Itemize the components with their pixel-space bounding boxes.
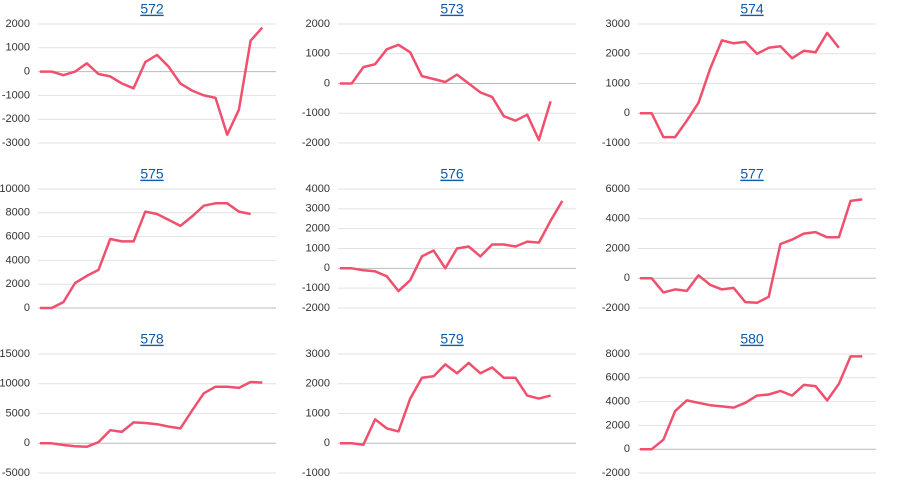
y-tick-label: 8000 bbox=[606, 348, 630, 360]
y-tick-label: 6000 bbox=[606, 372, 630, 384]
data-line bbox=[340, 361, 551, 446]
y-tick-label: 0 bbox=[624, 272, 630, 284]
y-tick-label: 0 bbox=[324, 77, 330, 89]
y-tick-label: -1000 bbox=[602, 137, 630, 149]
chart-title[interactable]: 580 bbox=[740, 331, 764, 347]
data-line bbox=[640, 198, 863, 305]
y-tick-label: 0 bbox=[24, 66, 30, 78]
y-tick-label: 6000 bbox=[606, 183, 630, 195]
y-tick-label: 2000 bbox=[306, 223, 330, 235]
y-tick-label: 10000 bbox=[0, 183, 30, 195]
y-tick-label: 2000 bbox=[306, 378, 330, 390]
y-tick-label: -1000 bbox=[2, 89, 30, 101]
data-line bbox=[340, 200, 564, 293]
y-tick-label: 6000 bbox=[6, 231, 30, 243]
y-tick-label: 15000 bbox=[0, 348, 30, 360]
y-tick-label: 2000 bbox=[606, 242, 630, 254]
chart-title[interactable]: 577 bbox=[740, 166, 764, 182]
y-tick-label: 8000 bbox=[6, 207, 30, 219]
y-tick-label: 3000 bbox=[306, 203, 330, 215]
data-line bbox=[40, 202, 251, 310]
y-tick-label: 4000 bbox=[606, 213, 630, 225]
y-tick-label: 1000 bbox=[606, 77, 630, 89]
data-line bbox=[40, 380, 263, 449]
y-tick-label: -2000 bbox=[602, 302, 630, 314]
y-tick-label: -5000 bbox=[2, 467, 30, 479]
y-tick-label: 0 bbox=[324, 437, 330, 449]
y-tick-label: 4000 bbox=[6, 254, 30, 266]
y-tick-label: 0 bbox=[24, 302, 30, 314]
y-tick-label: -1000 bbox=[302, 107, 330, 119]
chart-title[interactable]: 573 bbox=[440, 1, 464, 17]
y-tick-label: 10000 bbox=[0, 378, 30, 390]
chart-title[interactable]: 575 bbox=[140, 166, 164, 182]
y-tick-label: 1000 bbox=[306, 48, 330, 60]
y-tick-label: 3000 bbox=[606, 18, 630, 30]
y-tick-label: 0 bbox=[324, 262, 330, 274]
y-tick-label: 2000 bbox=[606, 419, 630, 431]
y-tick-label: 1000 bbox=[306, 242, 330, 254]
y-tick-label: 2000 bbox=[6, 18, 30, 30]
y-tick-label: -2000 bbox=[2, 113, 30, 125]
y-tick-label: -1000 bbox=[302, 282, 330, 294]
chart-title[interactable]: 578 bbox=[140, 331, 164, 347]
y-tick-label: 0 bbox=[24, 437, 30, 449]
y-tick-label: 2000 bbox=[606, 48, 630, 60]
y-tick-label: 3000 bbox=[306, 348, 330, 360]
data-line bbox=[40, 26, 264, 136]
y-tick-label: 0 bbox=[624, 443, 630, 455]
data-line bbox=[640, 31, 840, 139]
y-tick-label: 2000 bbox=[6, 278, 30, 290]
y-tick-label: -2000 bbox=[302, 137, 330, 149]
y-tick-label: 4000 bbox=[306, 183, 330, 195]
chart-title[interactable]: 576 bbox=[440, 166, 464, 182]
y-tick-label: -3000 bbox=[2, 137, 30, 149]
y-tick-label: 5000 bbox=[6, 407, 30, 419]
chart-title[interactable]: 579 bbox=[440, 331, 464, 347]
y-tick-label: -2000 bbox=[602, 467, 630, 479]
data-line bbox=[640, 355, 863, 451]
y-tick-label: 1000 bbox=[6, 42, 30, 54]
y-tick-label: 4000 bbox=[606, 396, 630, 408]
data-line bbox=[340, 43, 552, 142]
y-tick-label: 2000 bbox=[306, 18, 330, 30]
chart-title[interactable]: 574 bbox=[740, 1, 764, 17]
y-tick-label: -2000 bbox=[302, 302, 330, 314]
y-tick-label: 1000 bbox=[306, 407, 330, 419]
chart-title[interactable]: 572 bbox=[140, 1, 164, 17]
y-tick-label: -1000 bbox=[302, 467, 330, 479]
y-tick-label: 0 bbox=[624, 107, 630, 119]
